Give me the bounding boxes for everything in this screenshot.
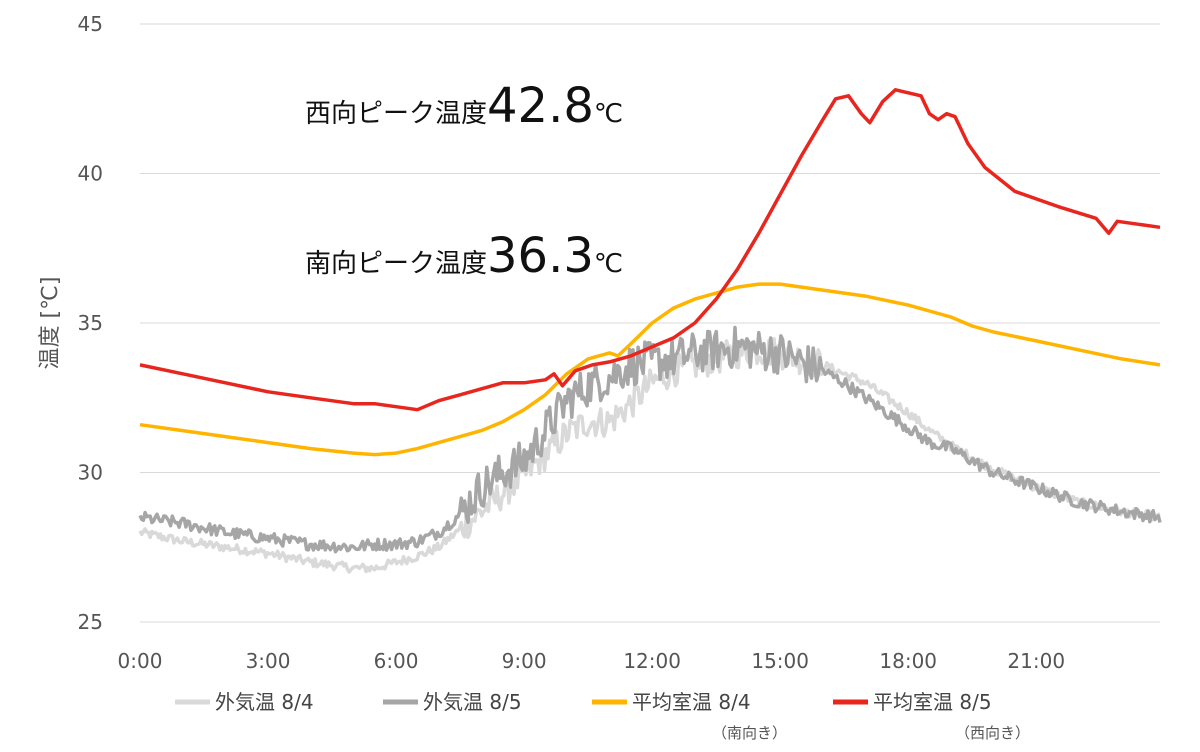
legend-label: 平均室温 8/4 <box>632 690 751 714</box>
x-tick-label: 3:00 <box>246 649 291 673</box>
annotation-unit: ℃ <box>594 249 623 279</box>
y-tick-label: 35 <box>78 311 103 335</box>
annotation-west-peak: 西向ピーク温度42.8℃ <box>305 78 623 134</box>
y-tick-label: 40 <box>78 162 103 186</box>
series-line <box>139 88 1161 412</box>
annotation-south-peak: 南向ピーク温度36.3℃ <box>305 228 623 284</box>
x-axis-ticks: 0:00 3:00 6:00 9:00 12:00 15:00 18:00 21:00 <box>118 649 1066 673</box>
legend-item-room-0804: 平均室温 8/4 （南向き） <box>592 690 787 742</box>
x-tick-label: 0:00 <box>118 649 163 673</box>
legend-sublabel: （西向き） <box>955 724 1030 742</box>
y-axis-ticks: 25 30 35 40 45 <box>78 12 103 634</box>
y-tick-label: 30 <box>78 461 103 485</box>
legend-item-outdoor-0804: 外気温 8/4 <box>175 690 314 714</box>
x-tick-label: 15:00 <box>751 649 809 673</box>
legend-label: 外気温 8/4 <box>215 690 314 714</box>
x-tick-label: 12:00 <box>623 649 681 673</box>
legend: 外気温 8/4 外気温 8/5 平均室温 8/4 （南向き） 平均室温 8/5 … <box>175 690 1030 742</box>
annotation-label: 西向ピーク温度 <box>305 99 487 129</box>
x-tick-label: 21:00 <box>1007 649 1065 673</box>
x-tick-label: 6:00 <box>374 649 419 673</box>
annotation-value: 42.8 <box>487 78 594 134</box>
x-tick-label: 18:00 <box>879 649 937 673</box>
y-axis-label: 温度 [℃] <box>38 277 63 370</box>
series-line <box>139 282 1161 457</box>
legend-item-outdoor-0805: 外気温 8/5 <box>383 690 522 714</box>
legend-label: 外気温 8/5 <box>423 690 522 714</box>
annotation-unit: ℃ <box>594 99 623 129</box>
legend-item-room-0805: 平均室温 8/5 （西向き） <box>833 690 1030 742</box>
series-line <box>138 325 1162 554</box>
legend-label: 平均室温 8/5 <box>873 690 992 714</box>
legend-sublabel: （南向き） <box>712 724 787 742</box>
series-line <box>138 337 1161 574</box>
svg-text:南向ピーク温度36.3℃: 南向ピーク温度36.3℃ <box>305 228 623 284</box>
annotation-label: 南向ピーク温度 <box>305 249 487 279</box>
annotation-value: 36.3 <box>487 228 594 284</box>
y-tick-label: 45 <box>78 12 103 36</box>
x-tick-label: 9:00 <box>502 649 547 673</box>
svg-text:西向ピーク温度42.8℃: 西向ピーク温度42.8℃ <box>305 78 623 134</box>
series-lines <box>138 88 1162 574</box>
y-tick-label: 25 <box>78 610 103 634</box>
